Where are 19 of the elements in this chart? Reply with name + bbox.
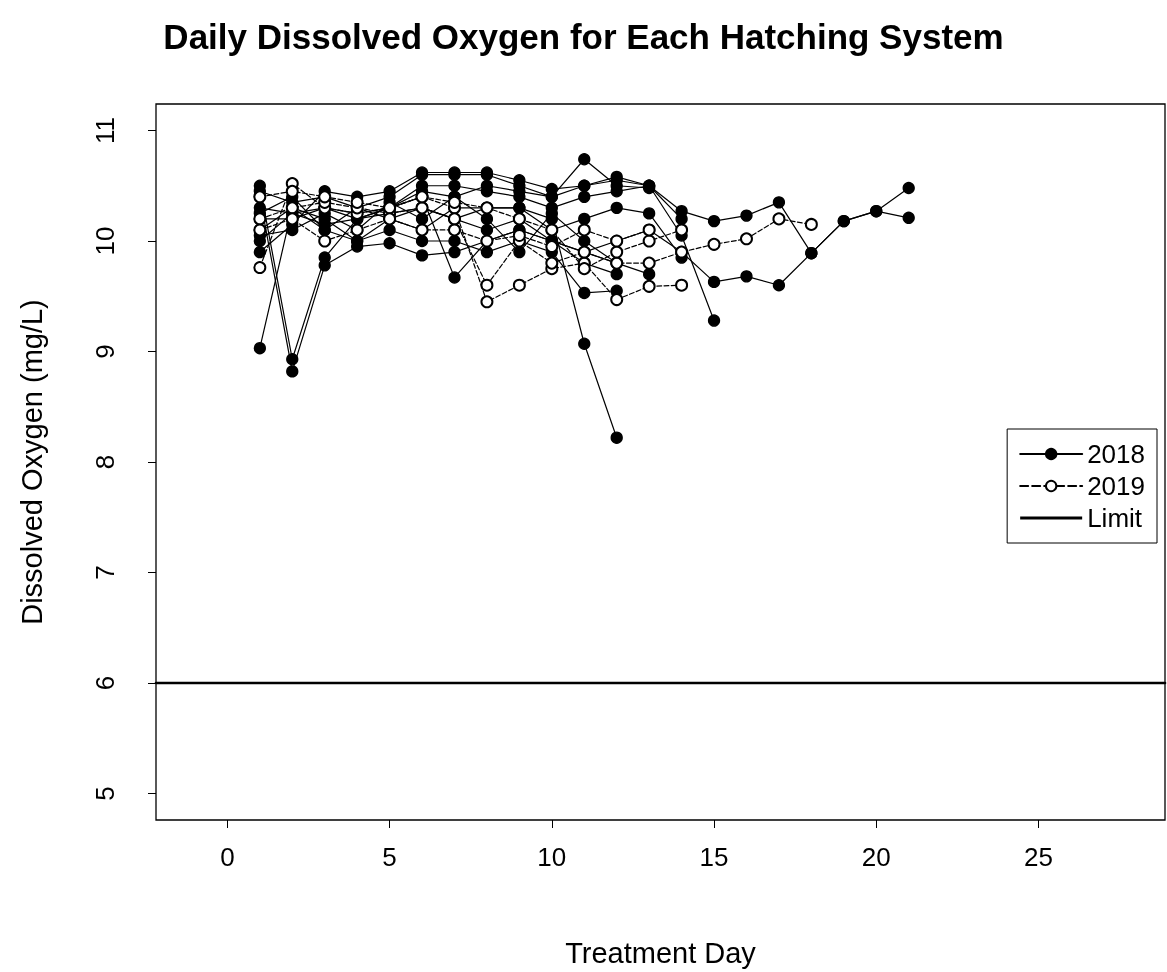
legend-label: 2018 (1087, 439, 1145, 469)
x-tick-label: 20 (861, 842, 891, 872)
y-tick-label: 8 (90, 454, 120, 470)
y-tick-label: 5 (90, 786, 120, 801)
x-tick-label: 25 (1024, 842, 1053, 872)
y-axis-title: Dissolved Oxygen (mg/L) (15, 299, 48, 625)
y-tick-label: 10 (90, 226, 120, 256)
y-tick-label: 9 (90, 344, 120, 359)
y-tick-label: 6 (90, 675, 120, 691)
x-tick-label: 15 (699, 842, 729, 872)
y-tick-label: 7 (90, 565, 120, 580)
legend-label: Limit (1087, 503, 1143, 533)
x-tick-label: 5 (382, 842, 397, 872)
legend-label: 2019 (1087, 471, 1145, 501)
x-tick-label: 10 (537, 842, 567, 872)
x-tick-label: 0 (220, 842, 235, 872)
x-axis-title: Treatment Day (565, 936, 757, 969)
chart-title: Daily Dissolved Oxygen for Each Hatching System (163, 17, 1004, 56)
y-tick-label: 11 (90, 117, 120, 145)
